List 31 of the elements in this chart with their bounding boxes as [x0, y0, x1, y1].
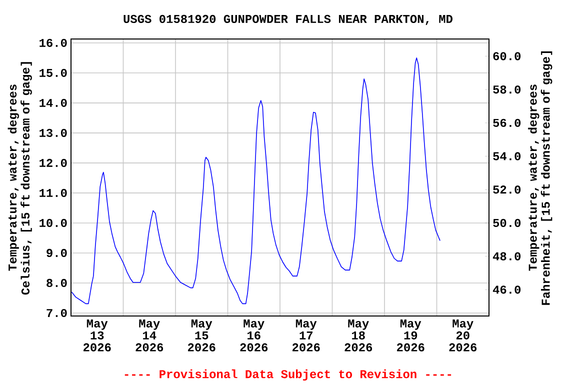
x-tick-label: May 13 2026 [83, 320, 111, 352]
y2-tick-label: 60.0 [493, 52, 521, 60]
y2-tick-label: 52.0 [493, 186, 521, 194]
y-tick-label: 13.0 [40, 128, 67, 137]
y-tick-label: 11.0 [40, 188, 67, 197]
x-tick-label: May 16 2026 [240, 320, 268, 352]
y-tick-label: 8.0 [46, 278, 67, 288]
line-series [71, 58, 440, 304]
y-tick-label: 15.0 [40, 68, 67, 77]
y2-tick-label: 56.0 [493, 118, 521, 127]
y-tick-label: 10.0 [40, 218, 67, 228]
y-axis-title: Temperature, water, degrees Celsius, [15 ft downstream of gage] [8, 62, 32, 295]
y2-tick-label: 54.0 [493, 152, 521, 160]
y-tick-label: 7.0 [46, 308, 67, 318]
y2-tick-label: 58.0 [493, 85, 521, 94]
y-tick-label: 14.0 [40, 98, 67, 107]
y2-tick-label: 50.0 [493, 218, 521, 227]
x-tick-label: May 20 2026 [449, 320, 477, 352]
x-tick-label: May 17 2026 [292, 320, 320, 352]
text: ---- Provisional Data Subject to Revision ---- [124, 369, 452, 381]
x-tick-label: May 19 2026 [396, 320, 424, 352]
x-tick-label: May 15 2026 [188, 320, 216, 352]
y2-axis-title: Temperature, water, degrees Fahrenheit, [15 ft downstream of gage] [528, 51, 552, 305]
x-tick-label: May 18 2026 [344, 320, 372, 352]
x-tick-label: May 14 2026 [136, 320, 164, 352]
y-tick-label: 9.0 [46, 248, 67, 258]
y-tick-label: 16.0 [40, 38, 67, 47]
y-tick-label: 12.0 [40, 158, 67, 167]
y2-tick-label: 46.0 [492, 286, 521, 294]
chart-title: USGS 01581920 GUNPOWDER FALLS NEAR PARKTON, MD [124, 14, 452, 26]
y2-tick-label: 48.0 [492, 252, 521, 260]
